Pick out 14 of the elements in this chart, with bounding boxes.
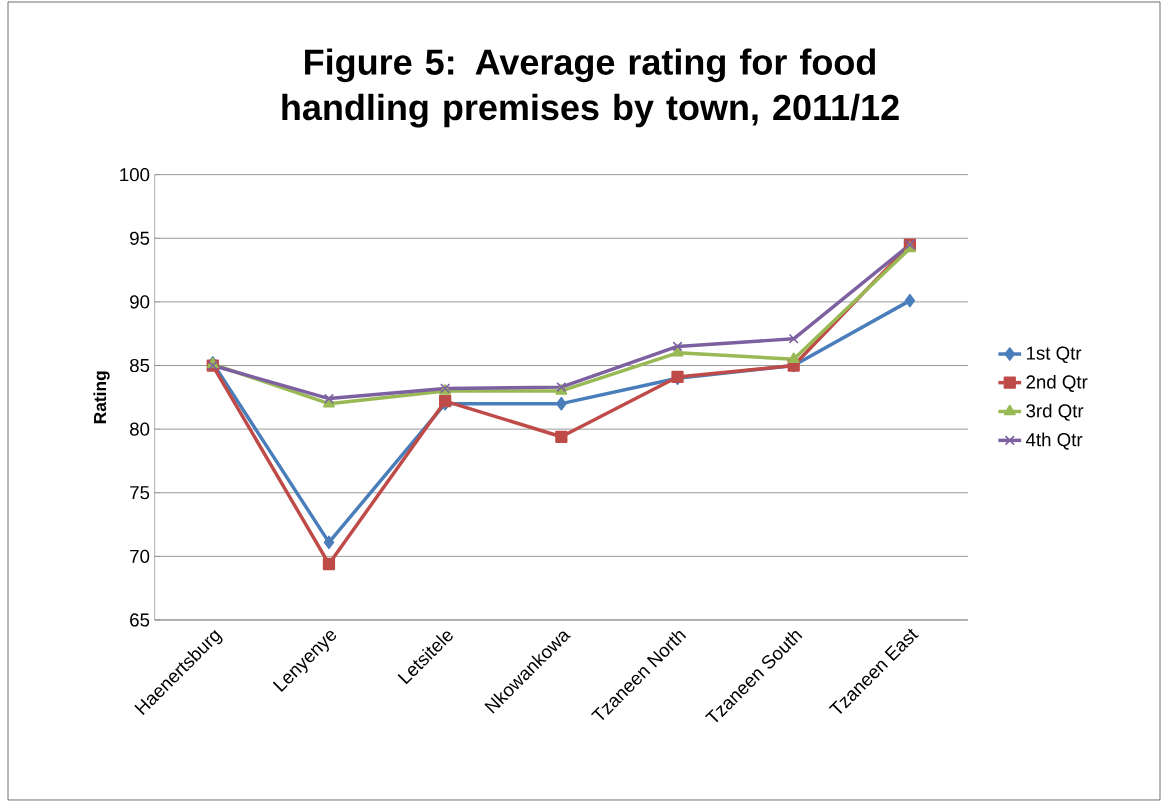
y-axis-title: Rating xyxy=(93,371,110,424)
y-tick-label: 100 xyxy=(120,168,150,182)
y-tick-label: 80 xyxy=(130,422,150,436)
chart-title: Figure 5: Average rating for food handling premises by town, 2011/12 xyxy=(282,48,899,128)
legend-label: 1st Qtr xyxy=(1026,346,1082,364)
y-tick-label: 90 xyxy=(130,295,150,309)
y-tick-label: 70 xyxy=(130,549,150,563)
legend-label: 3rd Qtr xyxy=(1026,403,1084,421)
legend-label: 2nd Qtr xyxy=(1026,374,1088,392)
y-tick-label: 65 xyxy=(130,613,150,627)
y-tick-label: 85 xyxy=(130,358,150,373)
y-tick-label: 75 xyxy=(130,486,150,500)
legend-label: 4th Qtr xyxy=(1025,432,1083,450)
y-tick-label: 95 xyxy=(130,231,150,245)
